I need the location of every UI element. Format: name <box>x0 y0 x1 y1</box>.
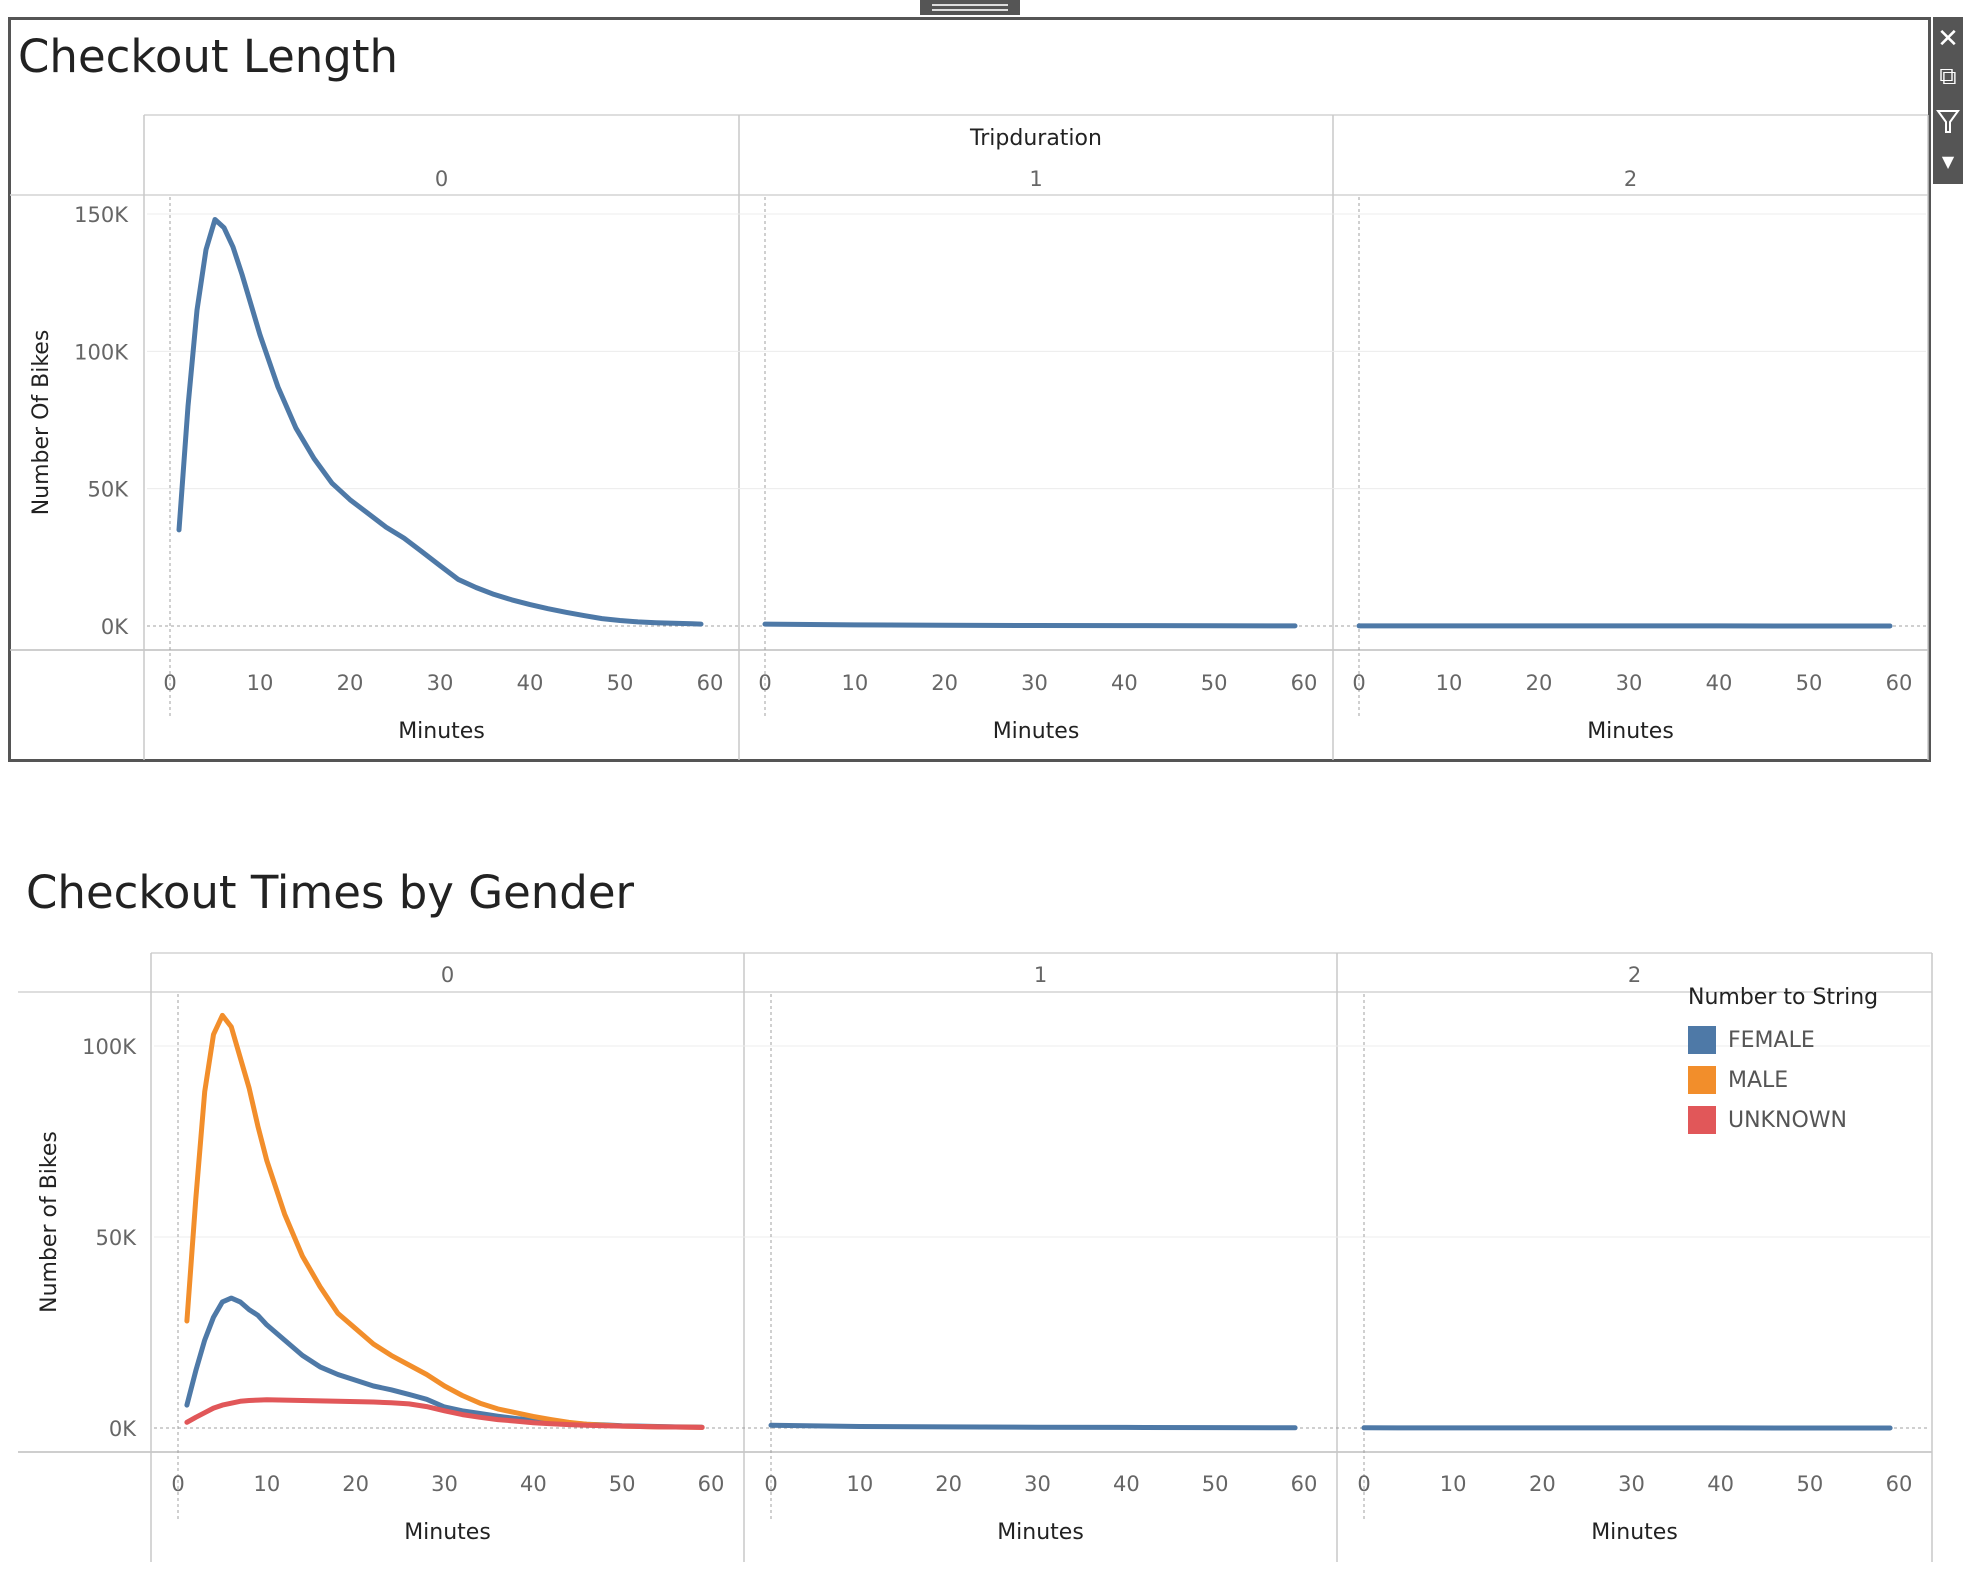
x-tick-label: 30 <box>1618 1472 1645 1496</box>
facet-header-1: 1 <box>1029 167 1042 191</box>
close-icon[interactable]: ✕ <box>1937 24 1959 54</box>
popout-icon[interactable]: ⧉ <box>1939 62 1957 90</box>
line-series-female-panel-0 <box>184 1295 705 1430</box>
x-tick-label: 60 <box>697 671 724 695</box>
facet-header-0: 0 <box>435 167 448 191</box>
sheet-toolbar: ✕ ⧉ ▼ <box>1933 17 1963 184</box>
line-series-female-panel-1 <box>768 1422 1298 1431</box>
legend-item-male[interactable]: MALE <box>1688 1060 1908 1100</box>
y-tick-label: 50K <box>88 478 130 502</box>
x-tick-label: 60 <box>1291 671 1318 695</box>
y-tick-label: 100K <box>74 340 129 364</box>
x-tick-label: 50 <box>607 671 634 695</box>
x-tick-label: 40 <box>1707 1472 1734 1496</box>
x-tick-label: 0 <box>163 671 176 695</box>
x-tick-label: 20 <box>342 1472 369 1496</box>
chart-title-checkout-gender: Checkout Times by Gender <box>26 866 635 919</box>
legend-title: Number to String <box>1688 985 1879 1010</box>
line-series-male-panel-0 <box>184 1012 705 1430</box>
legend-swatch-male <box>1688 1066 1716 1094</box>
x-tick-label: 10 <box>846 1472 873 1496</box>
y-tick-label: 0K <box>101 615 129 639</box>
x-axis-title: Minutes <box>993 719 1080 744</box>
facet-header-1: 1 <box>1034 963 1047 987</box>
x-tick-label: 10 <box>1436 671 1463 695</box>
x-tick-label: 50 <box>1202 1472 1229 1496</box>
x-tick-label: 50 <box>1201 671 1228 695</box>
legend-swatch-unknown <box>1688 1106 1716 1134</box>
x-tick-label: 30 <box>1024 1472 1051 1496</box>
y-tick-label: 100K <box>82 1035 137 1059</box>
x-tick-label: 30 <box>1021 671 1048 695</box>
y-axis-title: Number Of Bikes <box>29 330 54 516</box>
x-tick-label: 60 <box>1291 1472 1318 1496</box>
x-tick-label: 30 <box>427 671 454 695</box>
line-series-series-panel-0 <box>176 217 704 627</box>
x-tick-label: 40 <box>1706 671 1733 695</box>
x-tick-label: 50 <box>1796 671 1823 695</box>
x-tick-label: 40 <box>517 671 544 695</box>
x-tick-label: 20 <box>935 1472 962 1496</box>
drag-handle[interactable] <box>920 0 1020 15</box>
x-tick-label: 10 <box>1440 1472 1467 1496</box>
chart-title-checkout-length: Checkout Length <box>18 30 399 83</box>
x-tick-label: 40 <box>1113 1472 1140 1496</box>
facet-header-2: 2 <box>1628 963 1641 987</box>
facet-header-0: 0 <box>441 963 454 987</box>
x-tick-label: 40 <box>1111 671 1138 695</box>
facet-header-2: 2 <box>1624 167 1637 191</box>
line-series-series-panel-1 <box>762 621 1298 629</box>
x-tick-label: 0 <box>764 1472 777 1496</box>
line-series-unknown-panel-0 <box>184 1397 705 1430</box>
x-axis-title: Minutes <box>1587 719 1674 744</box>
handle-grip-line <box>932 4 1008 6</box>
legend-item-female[interactable]: FEMALE <box>1688 1020 1908 1060</box>
gender-legend: Number to String FEMALE MALE UNKNOWN <box>1688 985 1908 1140</box>
x-axis-title: Minutes <box>404 1520 491 1545</box>
x-tick-label: 40 <box>520 1472 547 1496</box>
x-axis-title: Minutes <box>997 1520 1084 1545</box>
x-tick-label: 0 <box>171 1472 184 1496</box>
legend-label-unknown: UNKNOWN <box>1728 1107 1847 1133</box>
checkout-length-sheet[interactable] <box>8 17 1931 762</box>
x-tick-label: 20 <box>337 671 364 695</box>
x-tick-label: 50 <box>609 1472 636 1496</box>
x-tick-label: 10 <box>247 671 274 695</box>
facet-header-title: Tripduration <box>969 126 1102 151</box>
x-axis-title: Minutes <box>1591 1520 1678 1545</box>
caret-down-icon[interactable]: ▼ <box>1941 152 1955 171</box>
x-tick-label: 0 <box>1357 1472 1370 1496</box>
x-tick-label: 0 <box>1352 671 1365 695</box>
legend-swatch-female <box>1688 1026 1716 1054</box>
x-tick-label: 60 <box>1886 671 1913 695</box>
filter-icon[interactable] <box>1933 102 1963 138</box>
y-tick-label: 150K <box>74 203 129 227</box>
x-tick-label: 0 <box>758 671 771 695</box>
x-tick-label: 10 <box>253 1472 280 1496</box>
legend-label-female: FEMALE <box>1728 1027 1815 1053</box>
x-tick-label: 20 <box>1526 671 1553 695</box>
x-tick-label: 30 <box>431 1472 458 1496</box>
legend-label-male: MALE <box>1728 1067 1789 1093</box>
x-tick-label: 50 <box>1796 1472 1823 1496</box>
y-tick-label: 50K <box>96 1226 138 1250</box>
handle-grip-line <box>932 9 1008 11</box>
legend-item-unknown[interactable]: UNKNOWN <box>1688 1100 1908 1140</box>
x-tick-label: 20 <box>931 671 958 695</box>
y-axis-title: Number of Bikes <box>37 1131 62 1313</box>
x-axis-title: Minutes <box>398 719 485 744</box>
x-tick-label: 20 <box>1529 1472 1556 1496</box>
x-tick-label: 60 <box>698 1472 725 1496</box>
x-tick-label: 30 <box>1616 671 1643 695</box>
y-tick-label: 0K <box>109 1417 137 1441</box>
x-tick-label: 10 <box>841 671 868 695</box>
x-tick-label: 60 <box>1886 1472 1913 1496</box>
